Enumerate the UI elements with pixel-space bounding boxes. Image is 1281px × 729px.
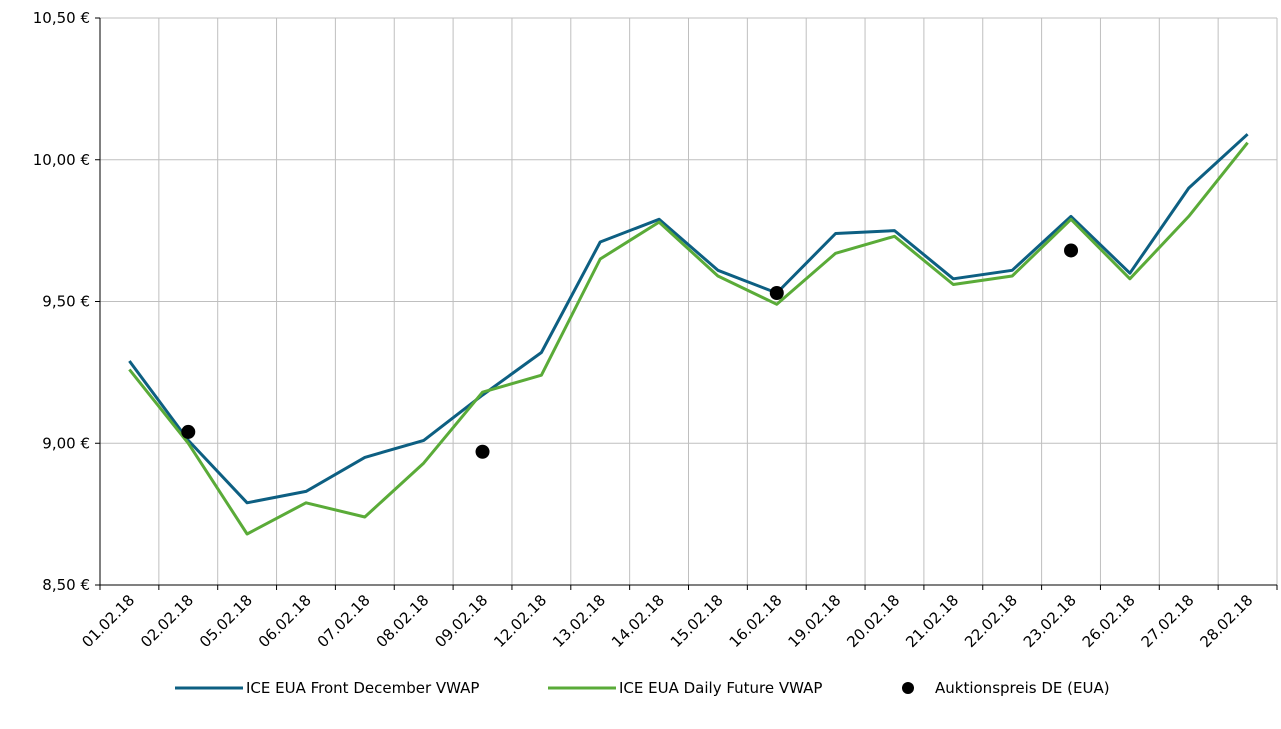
x-tick-label: 14.02.18 — [608, 591, 668, 651]
x-tick-label: 26.02.18 — [1079, 591, 1139, 651]
y-tick-label: 10,50 € — [33, 9, 90, 27]
legend-swatch-3 — [902, 682, 914, 694]
x-tick-label: 27.02.18 — [1138, 591, 1198, 651]
legend-label-1: ICE EUA Front December VWAP — [246, 679, 479, 697]
auction-price-point — [475, 444, 490, 459]
x-tick-label: 01.02.18 — [78, 591, 138, 651]
y-axis-tick-labels: 8,50 € 9,00 € 9,50 € 10,00 € 10,50 € — [33, 9, 90, 594]
legend-label-2: ICE EUA Daily Future VWAP — [619, 679, 822, 697]
auction-price-point — [769, 285, 784, 300]
y-tick-label: 9,00 € — [42, 434, 90, 452]
x-tick-label: 22.02.18 — [961, 591, 1021, 651]
x-tick-label: 15.02.18 — [667, 591, 727, 651]
x-tick-label: 16.02.18 — [726, 591, 786, 651]
y-tick-label: 8,50 € — [42, 576, 90, 594]
legend: ICE EUA Front December VWAP ICE EUA Daily… — [175, 679, 1110, 697]
x-tick-label: 02.02.18 — [137, 591, 197, 651]
y-tick-label: 10,00 € — [33, 151, 90, 169]
x-tick-label: 09.02.18 — [431, 591, 491, 651]
data-series — [128, 133, 1249, 536]
series-line-2 — [128, 141, 1249, 536]
x-tick-label: 07.02.18 — [314, 591, 374, 651]
axes — [95, 17, 1278, 590]
auction-price-point — [181, 424, 196, 439]
series-line-1 — [128, 133, 1249, 505]
x-tick-label: 06.02.18 — [255, 591, 315, 651]
x-tick-label: 20.02.18 — [843, 591, 903, 651]
x-tick-label: 05.02.18 — [196, 591, 256, 651]
x-tick-label: 23.02.18 — [1020, 591, 1080, 651]
x-tick-label: 28.02.18 — [1196, 591, 1256, 651]
grid — [100, 17, 1278, 585]
y-tick-label: 9,50 € — [42, 293, 90, 311]
auction-price-point — [1064, 243, 1079, 258]
x-tick-label: 19.02.18 — [784, 591, 844, 651]
x-tick-label: 12.02.18 — [490, 591, 550, 651]
x-tick-label: 13.02.18 — [549, 591, 609, 651]
legend-label-3: Auktionspreis DE (EUA) — [935, 679, 1110, 697]
x-tick-label: 21.02.18 — [902, 591, 962, 651]
x-tick-label: 08.02.18 — [373, 591, 433, 651]
x-axis-tick-labels: 01.02.1802.02.1805.02.1806.02.1807.02.18… — [78, 591, 1256, 651]
